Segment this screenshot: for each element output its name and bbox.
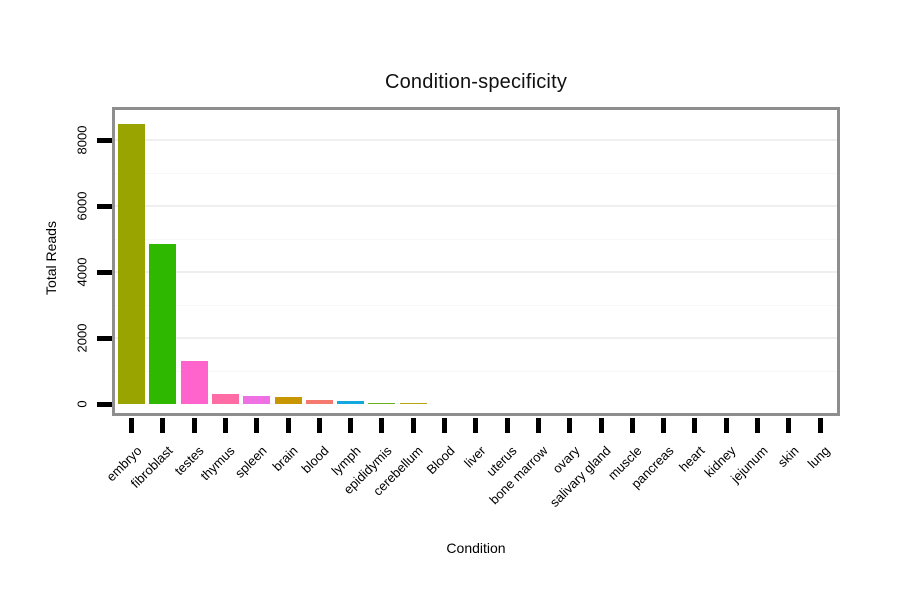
y-tick-mark (97, 137, 112, 143)
x-tick-mark (692, 418, 698, 433)
x-axis-title: Condition (446, 540, 506, 556)
x-tick-mark (222, 418, 228, 433)
gridline-major (115, 139, 837, 141)
x-tick-mark (535, 418, 541, 433)
y-tick-label: 2000 (74, 323, 90, 353)
chart-title: Condition-specificity (384, 71, 568, 93)
x-tick-mark (285, 418, 291, 433)
gridline-major (115, 271, 837, 273)
x-tick-mark (348, 418, 354, 433)
x-tick-mark (598, 418, 604, 433)
bar-cerebellum (399, 402, 427, 404)
x-tick-mark (629, 418, 635, 433)
x-tick-mark (567, 418, 573, 433)
x-tick-mark (817, 418, 823, 433)
y-tick-mark (97, 335, 112, 341)
x-tick-mark (723, 418, 729, 433)
bar-lymph (337, 400, 365, 404)
y-tick-label: 6000 (74, 191, 90, 221)
gridline-minor (115, 239, 837, 240)
x-tick-mark (316, 418, 322, 433)
bar-blood (305, 400, 333, 404)
y-axis-title: Total Reads (43, 221, 59, 295)
x-tick-mark (661, 418, 667, 433)
y-tick-mark (97, 203, 112, 209)
y-tick-mark (97, 269, 112, 275)
bar-thymus (211, 393, 239, 404)
bar-testes (180, 361, 208, 404)
gridline-major (115, 337, 837, 339)
x-tick-mark (755, 418, 760, 433)
x-tick-mark (129, 418, 134, 433)
y-tick-label: 4000 (74, 257, 90, 287)
y-tick-label: 0 (74, 400, 90, 408)
y-tick-label: 8000 (74, 125, 90, 155)
x-tick-mark (504, 418, 510, 433)
gridline-minor (115, 173, 837, 174)
x-tick-mark (160, 418, 166, 433)
x-tick-mark (410, 418, 416, 433)
x-tick-mark (442, 418, 447, 433)
gridline-minor (115, 371, 837, 372)
x-tick-mark (191, 418, 197, 433)
bar-spleen (243, 396, 271, 404)
gridline-minor (115, 305, 837, 306)
bar-brain (274, 397, 302, 404)
y-tick-mark (97, 401, 112, 407)
x-tick-mark (473, 418, 479, 433)
x-tick-mark (379, 418, 385, 433)
bar-embryo (118, 123, 145, 404)
bar-epididymis (368, 402, 396, 404)
x-tick-mark (786, 418, 792, 433)
gridline-major (115, 205, 837, 207)
x-tick-mark (254, 418, 260, 433)
plot-panel (112, 107, 840, 416)
bar-fibroblast (149, 243, 177, 404)
